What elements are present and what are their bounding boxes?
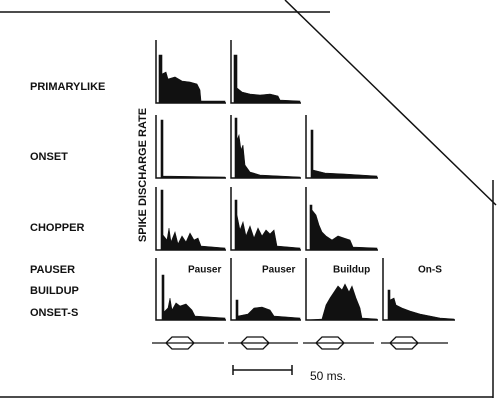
scale-label: 50 ms. xyxy=(310,369,346,383)
panel-label: On-S xyxy=(418,265,442,276)
row-label: BUILDUP xyxy=(30,285,79,297)
panel-label: Buildup xyxy=(333,265,370,276)
axis-label: SPIKE DISCHARGE RATE xyxy=(137,108,149,242)
row-label: CHOPPER xyxy=(30,222,84,234)
row-label: PRIMARYLIKE xyxy=(30,81,105,93)
histograms xyxy=(157,54,455,321)
row-label: ONSET-S xyxy=(30,307,78,319)
stimulus-markers xyxy=(152,336,448,350)
panel-label: Pauser xyxy=(262,265,295,276)
scale-bar xyxy=(232,365,293,375)
panel-axes xyxy=(155,40,455,321)
row-label: PAUSER xyxy=(30,264,75,276)
panel-label: Pauser xyxy=(188,265,221,276)
row-label: ONSET xyxy=(30,151,68,163)
